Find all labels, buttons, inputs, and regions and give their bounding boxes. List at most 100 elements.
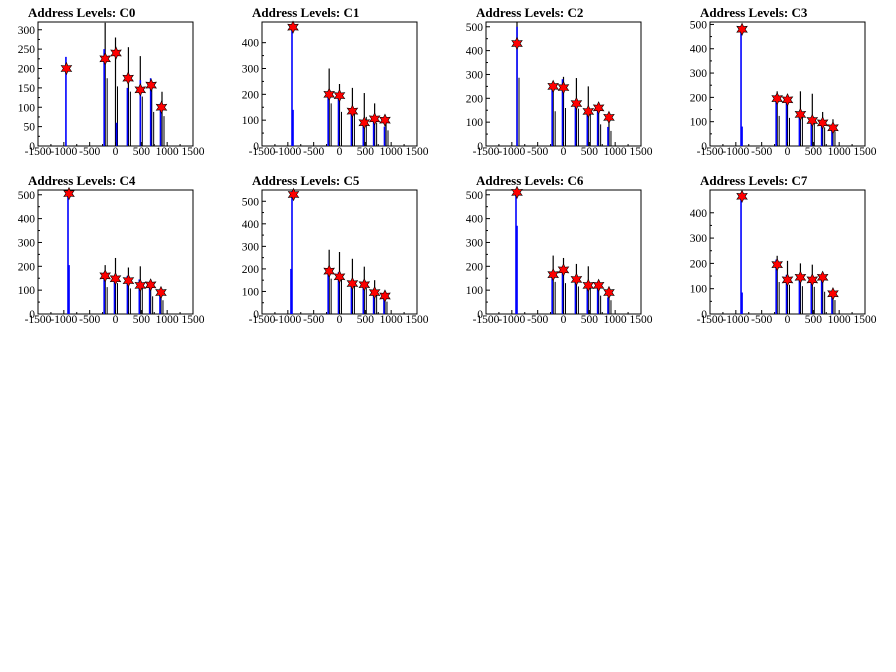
y-tick-label: 0 <box>29 141 35 153</box>
x-tick-label: -500 <box>527 314 548 326</box>
star-marker <box>155 100 168 114</box>
x-tick-label: 1500 <box>406 314 429 326</box>
y-tick-label: 300 <box>690 233 708 245</box>
y-tick-label: 400 <box>242 219 260 231</box>
star-marker <box>379 289 391 303</box>
x-tick-label: 1500 <box>182 314 205 326</box>
x-tick-label: -1500 <box>249 314 276 326</box>
x-tick-label: 1000 <box>156 146 179 158</box>
x-tick-label: 0 <box>785 314 791 326</box>
y-tick-label: 200 <box>18 64 36 76</box>
x-tick-label: 1000 <box>604 314 627 326</box>
x-tick-label: -500 <box>79 314 100 326</box>
x-tick-label: -1000 <box>498 314 525 326</box>
chart-title: Address Levels: C4 <box>28 173 136 188</box>
x-tick-label: 1500 <box>406 146 429 158</box>
star-marker <box>155 285 167 300</box>
star-marker <box>323 264 335 278</box>
x-tick-label: 1500 <box>630 146 653 158</box>
y-tick-label: 400 <box>690 208 708 220</box>
star-marker <box>145 78 157 92</box>
y-tick-label: 0 <box>477 141 483 153</box>
x-tick-label: -500 <box>751 146 772 158</box>
y-tick-label: 500 <box>466 190 484 202</box>
x-tick-label: 500 <box>581 146 599 158</box>
chart-title: Address Levels: C0 <box>28 5 135 20</box>
x-tick-label: 0 <box>113 146 119 158</box>
y-tick-label: 300 <box>18 237 36 249</box>
y-tick-label: 50 <box>24 122 36 134</box>
x-tick-label: -1000 <box>274 314 301 326</box>
star-marker <box>144 278 157 292</box>
x-tick-label: 1000 <box>380 146 403 158</box>
star-marker <box>63 186 75 201</box>
y-tick-label: 0 <box>253 141 259 153</box>
x-tick-label: -1000 <box>274 146 301 158</box>
star-marker <box>99 269 111 283</box>
x-tick-label: -500 <box>303 314 324 326</box>
y-tick-label: 150 <box>18 83 36 95</box>
chart-panel-1: Address Levels: C1 0 100 200 300 400 -1500-100… <box>242 5 429 158</box>
star-marker <box>368 112 381 126</box>
star-marker <box>827 121 839 135</box>
x-tick-label: -1000 <box>722 314 749 326</box>
star-marker <box>134 278 147 293</box>
x-tick-label: -1500 <box>697 314 724 326</box>
x-tick-label: -500 <box>527 146 548 158</box>
star-marker <box>603 110 615 125</box>
y-tick-label: 500 <box>690 19 708 31</box>
star-marker <box>592 278 605 293</box>
y-tick-label: 200 <box>690 92 708 104</box>
star-marker <box>781 93 794 107</box>
star-marker <box>379 113 391 127</box>
chart-title: Address Levels: C2 <box>476 5 583 20</box>
y-tick-label: 200 <box>466 93 484 105</box>
x-tick-label: 1000 <box>380 314 403 326</box>
y-tick-label: 200 <box>18 261 36 273</box>
x-tick-label: 1500 <box>630 314 653 326</box>
y-tick-label: 200 <box>242 264 260 276</box>
star-marker <box>511 185 523 200</box>
chart-title: Address Levels: C6 <box>476 173 584 188</box>
x-tick-label: 1500 <box>182 146 205 158</box>
y-tick-label: 300 <box>242 241 260 253</box>
y-tick-label: 100 <box>690 117 708 129</box>
y-tick-label: 100 <box>466 285 484 297</box>
x-tick-label: 500 <box>805 314 823 326</box>
y-tick-label: 0 <box>477 309 483 321</box>
y-tick-label: 400 <box>466 214 484 226</box>
x-tick-label: 1000 <box>156 314 179 326</box>
x-tick-label: 1000 <box>828 314 851 326</box>
x-tick-label: -1500 <box>473 146 500 158</box>
star-marker <box>736 22 748 36</box>
star-marker <box>582 278 595 293</box>
chart-panel-3: Address Levels: C30100200300400500-1500-… <box>690 5 877 158</box>
x-tick-label: 0 <box>561 314 567 326</box>
y-tick-label: 400 <box>18 214 36 226</box>
y-tick-label: 500 <box>242 196 260 208</box>
x-tick-label: -1500 <box>25 146 52 158</box>
y-tick-label: 100 <box>18 285 36 297</box>
x-tick-label: 500 <box>805 146 823 158</box>
y-tick-label: 400 <box>690 44 708 56</box>
star-marker <box>736 189 748 204</box>
chart-panel-0: Address Levels: C0 0 50 100 150 200 250 300 -150… <box>18 5 205 158</box>
star-marker <box>592 101 605 115</box>
x-tick-label: -1500 <box>697 146 724 158</box>
star-marker <box>287 20 299 34</box>
x-tick-label: -1000 <box>50 314 77 326</box>
star-marker <box>557 263 570 277</box>
star-marker <box>816 116 829 130</box>
y-tick-label: 300 <box>242 64 260 76</box>
y-tick-label: 100 <box>242 115 260 127</box>
x-tick-label: 1500 <box>854 314 877 326</box>
y-tick-label: 400 <box>242 38 260 50</box>
y-tick-label: 250 <box>18 44 36 56</box>
x-tick-label: 500 <box>581 314 599 326</box>
star-marker <box>346 104 359 118</box>
chart-panel-7: Address Levels: C7 0 100 200 300 400 -1500-100… <box>690 173 877 326</box>
y-tick-label: 100 <box>242 286 260 298</box>
star-marker <box>582 104 595 119</box>
x-tick-label: 500 <box>357 314 375 326</box>
